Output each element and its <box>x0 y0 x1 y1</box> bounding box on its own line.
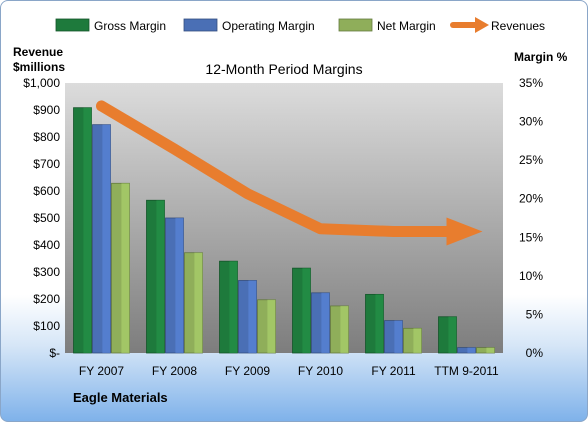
right-tick-label: 20% <box>519 192 543 206</box>
legend-swatch <box>183 18 218 32</box>
category-label: FY 2009 <box>225 364 270 378</box>
bar-gross-margin <box>146 199 165 354</box>
category-label: TTM 9-2011 <box>434 364 499 378</box>
left-tick-label: $900 <box>33 103 60 117</box>
right-tick-label: 10% <box>519 269 543 283</box>
bar-operating-margin <box>92 124 111 354</box>
right-axis-ticks: 0% 5% 10% 15% 20% 25% 30% 35% <box>519 76 543 360</box>
bar-gross-margin <box>73 107 92 354</box>
chart-title: 12-Month Period Margins <box>205 61 362 77</box>
legend-label: Gross Margin <box>94 19 166 33</box>
legend-item-gross-margin: Gross Margin <box>55 18 166 33</box>
legend-swatch <box>338 18 373 32</box>
bar-operating-margin <box>457 347 476 354</box>
legend-item-net-margin: Net Margin <box>338 18 436 33</box>
right-tick-label: 0% <box>526 346 544 360</box>
legend-label: Net Margin <box>377 19 436 33</box>
left-tick-label: $800 <box>33 130 60 144</box>
category-axis-labels: FY 2007 FY 2008 FY 2009 FY 2010 FY 2011 TTM 9… <box>79 364 499 378</box>
right-tick-label: 25% <box>519 153 543 167</box>
bar-gross-margin <box>219 260 238 354</box>
bar-gross-margin <box>292 267 311 354</box>
bar-net-margin <box>184 252 203 354</box>
bar-net-margin <box>403 327 422 354</box>
left-axis-ticks: $- $100 $200 $300 $400 $500 $600 $700 $800 $900 $1… <box>23 76 60 360</box>
left-tick-label: $500 <box>33 211 60 225</box>
bar-operating-margin <box>311 292 330 354</box>
left-tick-label: $400 <box>33 238 60 252</box>
left-axis-label-line2: $millions <box>13 60 65 74</box>
bar-net-margin <box>257 299 276 354</box>
legend-label: Operating Margin <box>222 19 315 33</box>
legend-label: Revenues <box>491 19 545 33</box>
right-tick-label: 5% <box>526 307 544 321</box>
right-axis-label: Margin % <box>514 50 568 64</box>
legend-item-operating-margin: Operating Margin <box>183 18 315 33</box>
category-label: FY 2008 <box>152 364 197 378</box>
category-label: FY 2011 <box>371 364 416 378</box>
category-label: FY 2007 <box>79 364 124 378</box>
legend: Gross Margin Operating Margin Net Margin Re… <box>55 17 545 33</box>
left-tick-label: $1,000 <box>23 76 60 90</box>
left-tick-label: $300 <box>33 265 60 279</box>
bar-net-margin <box>476 347 495 354</box>
revenue-line <box>96 100 454 237</box>
legend-swatch <box>55 18 90 32</box>
bar-net-margin <box>330 305 349 354</box>
legend-item-revenues: Revenues <box>450 17 545 33</box>
bar-operating-margin <box>384 320 403 354</box>
left-tick-label: $600 <box>33 184 60 198</box>
bar-net-margin <box>111 182 130 354</box>
left-axis-label-line1: Revenue <box>13 45 63 59</box>
bar-gross-margin <box>365 293 384 354</box>
category-label: FY 2010 <box>298 364 343 378</box>
left-tick-label: $200 <box>33 292 60 306</box>
bar-operating-margin <box>238 280 257 354</box>
bar-series <box>73 107 495 354</box>
left-tick-label: $- <box>49 346 60 360</box>
left-tick-label: $100 <box>33 319 60 333</box>
revenue-arrowhead <box>446 217 483 246</box>
bar-operating-margin <box>165 217 184 354</box>
legend-arrowhead <box>475 17 489 33</box>
company-label: Eagle Materials <box>73 390 168 405</box>
bar-gross-margin <box>438 316 457 354</box>
right-tick-label: 30% <box>519 115 543 129</box>
right-tick-label: 35% <box>519 76 543 90</box>
revenue-trend <box>96 100 483 246</box>
right-tick-label: 15% <box>519 230 543 244</box>
left-tick-label: $700 <box>33 157 60 171</box>
